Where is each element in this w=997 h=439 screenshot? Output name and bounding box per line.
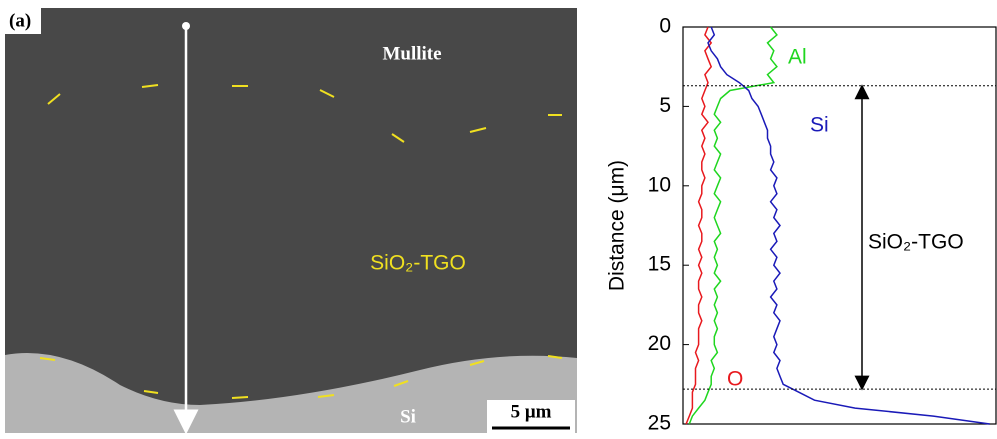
panel-label: (a)	[9, 10, 31, 31]
axis-label: Distance (μm)	[606, 160, 629, 291]
scale-bar-label: 5 μm	[511, 401, 552, 422]
scan-start	[182, 22, 190, 30]
y-tick-label: 0	[659, 15, 671, 38]
series-label: O	[727, 368, 743, 391]
mullite-label: Mullite	[382, 43, 441, 64]
profile-line	[686, 27, 711, 424]
profile-chart: 0 5 10 15 20 25 Distance (μm) O Al Si SiO₂-TGO	[606, 15, 996, 434]
y-tick-label: 15	[648, 253, 671, 276]
page: {"image": {"panel_label": "(a)", "top_la…	[0, 0, 997, 434]
sem-image: (a) Mullite SiO₂-TGO Si 5 μm	[5, 8, 577, 433]
si-label: Si	[400, 406, 416, 427]
plot-frame	[683, 27, 996, 424]
y-tick-label: 20	[648, 332, 671, 355]
profile-line	[689, 27, 777, 424]
region-label: SiO₂-TGO	[868, 231, 964, 254]
tgo-label: SiO₂-TGO	[370, 252, 466, 275]
y-tick-label: 5	[659, 94, 671, 117]
y-tick-label: 10	[648, 173, 671, 196]
figure: (a) Mullite SiO₂-TGO Si 5 μm 0 5 10 15 20 25 D…	[0, 0, 997, 434]
y-tick-label: 25	[648, 412, 671, 434]
series-label: Al	[788, 46, 807, 69]
series-label: Si	[810, 114, 829, 137]
